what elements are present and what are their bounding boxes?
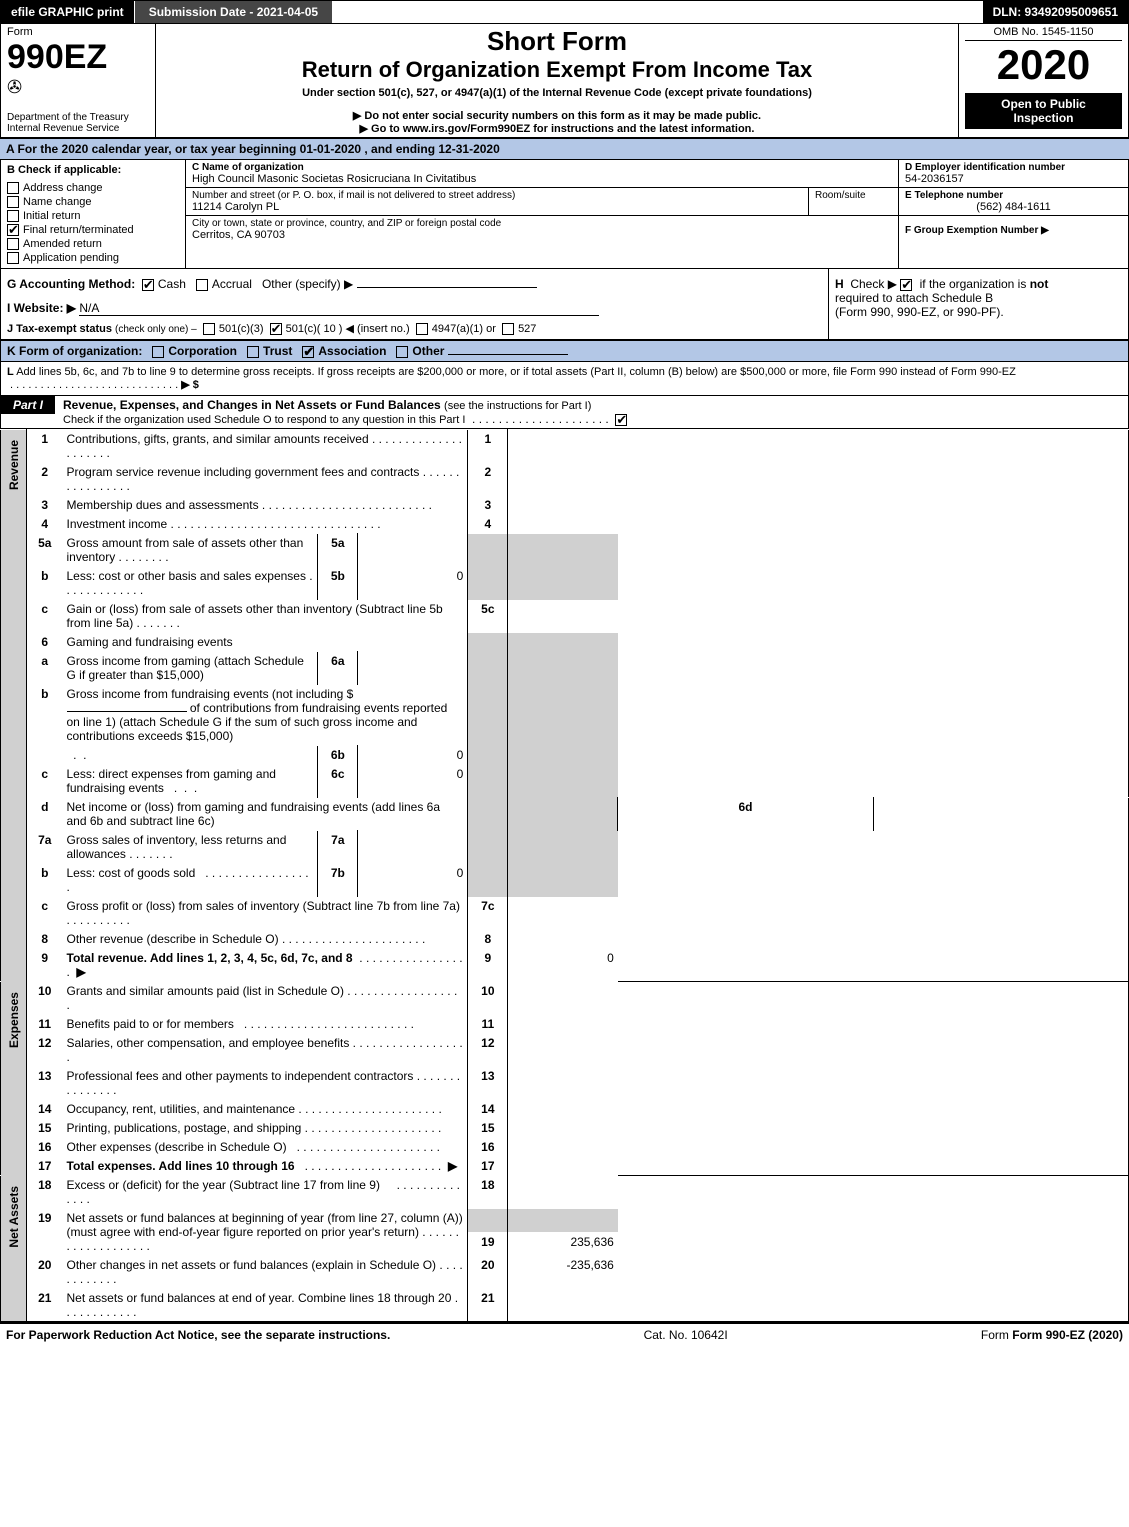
- line-h-label: H: [835, 277, 844, 291]
- short-form-title: Short Form: [162, 26, 952, 57]
- top-bar: efile GRAPHIC print Submission Date - 20…: [0, 0, 1129, 24]
- val-19: 235,636: [508, 1232, 618, 1256]
- open-to-public: Open to Public Inspection: [965, 93, 1122, 129]
- section-d-label: D Employer identification number: [905, 162, 1122, 173]
- val-3: [508, 496, 618, 515]
- val-12: [508, 1034, 618, 1067]
- instructions-link[interactable]: ▶ Go to www.irs.gov/Form990EZ for instru…: [162, 122, 952, 135]
- val-16: [508, 1138, 618, 1157]
- val-18: [508, 1176, 618, 1209]
- chk-cash[interactable]: [142, 279, 154, 291]
- val-21: [508, 1289, 618, 1322]
- dept-label: Department of the Treasury: [7, 112, 149, 123]
- val-10: [508, 982, 618, 1015]
- part-i-label: Part I: [1, 396, 55, 414]
- tax-period-bar: A For the 2020 calendar year, or tax yea…: [0, 138, 1129, 160]
- ssn-warning: ▶ Do not enter social security numbers o…: [162, 109, 952, 122]
- room-suite-label: Room/suite: [808, 188, 898, 215]
- org-name: High Council Masonic Societas Rosicrucia…: [192, 173, 892, 185]
- sidebar-revenue: Revenue: [5, 432, 23, 498]
- part-i-header: Part I Revenue, Expenses, and Changes in…: [0, 396, 1129, 429]
- efile-print-button[interactable]: efile GRAPHIC print: [1, 1, 135, 23]
- tax-year: 2020: [965, 41, 1122, 89]
- section-b-label: B Check if applicable:: [7, 164, 179, 176]
- val-5c: [508, 600, 618, 633]
- ein-value: 54-2036157: [905, 173, 1122, 185]
- chk-final-return[interactable]: Final return/terminated: [7, 222, 179, 236]
- identity-block: B Check if applicable: Address change Na…: [0, 160, 1129, 269]
- chk-name-change[interactable]: Name change: [7, 194, 179, 208]
- val-8: [508, 930, 618, 949]
- line-g-label: G Accounting Method:: [7, 277, 135, 291]
- chk-527[interactable]: [502, 323, 514, 335]
- val-5b: 0: [358, 567, 468, 600]
- part-i-table: Revenue 1 Contributions, gifts, grants, …: [0, 429, 1129, 1322]
- sidebar-net-assets: Net Assets: [5, 1178, 23, 1256]
- chk-application-pending[interactable]: Application pending: [7, 250, 179, 264]
- chk-501c3[interactable]: [203, 323, 215, 335]
- page-footer: For Paperwork Reduction Act Notice, see …: [0, 1322, 1129, 1346]
- val-7b: 0: [358, 864, 468, 897]
- section-e-label: E Telephone number: [905, 190, 1122, 201]
- sidebar-expenses: Expenses: [5, 984, 23, 1056]
- line-j-label: J Tax-exempt status: [7, 323, 112, 335]
- chk-association[interactable]: [302, 346, 314, 358]
- val-7c: [508, 897, 618, 930]
- street-value: 11214 Carolyn PL: [192, 201, 802, 213]
- val-5a: [358, 534, 468, 567]
- dln-label: DLN: 93492095009651: [983, 1, 1128, 23]
- telephone-value: (562) 484-1611: [905, 201, 1122, 213]
- street-label: Number and street (or P. O. box, if mail…: [192, 190, 802, 201]
- form-header: Form 990EZ ✇ Department of the Treasury …: [0, 24, 1129, 138]
- footer-catalog: Cat. No. 10642I: [644, 1328, 728, 1342]
- chk-schedule-o-used[interactable]: [615, 414, 627, 426]
- irs-label: Internal Revenue Service: [7, 123, 149, 134]
- chk-accrual[interactable]: [196, 279, 208, 291]
- chk-amended-return[interactable]: Amended return: [7, 236, 179, 250]
- val-2: [508, 463, 618, 496]
- footer-form-ref: Form Form 990-EZ (2020): [981, 1328, 1123, 1342]
- line-l-row: L Add lines 5b, 6c, and 7b to line 9 to …: [0, 362, 1129, 396]
- val-14: [508, 1100, 618, 1119]
- website-value: N/A: [79, 301, 599, 316]
- omb-number: OMB No. 1545-1150: [965, 26, 1122, 41]
- val-6c: 0: [358, 765, 468, 798]
- form-number: 990EZ: [7, 38, 149, 77]
- city-value: Cerritos, CA 90703: [192, 229, 892, 241]
- chk-501c[interactable]: [270, 323, 282, 335]
- val-4: [508, 515, 618, 534]
- val-6b: 0: [358, 746, 468, 765]
- form-word: Form: [7, 26, 149, 38]
- val-15: [508, 1119, 618, 1138]
- fundraising-contrib-input[interactable]: [67, 711, 187, 712]
- subtitle: Under section 501(c), 527, or 4947(a)(1)…: [162, 87, 952, 99]
- footer-left: For Paperwork Reduction Act Notice, see …: [6, 1328, 390, 1342]
- chk-address-change[interactable]: Address change: [7, 180, 179, 194]
- val-20: -235,636: [508, 1256, 618, 1289]
- other-method-input[interactable]: [357, 287, 537, 288]
- line-i-label: I Website: ▶: [7, 301, 76, 315]
- val-13: [508, 1067, 618, 1100]
- chk-schedule-b-not-required[interactable]: [900, 279, 912, 291]
- val-7a: [358, 831, 468, 864]
- val-11: [508, 1015, 618, 1034]
- val-9: 0: [508, 949, 618, 982]
- val-17: [508, 1157, 618, 1176]
- val-6a: [358, 652, 468, 685]
- val-1: [508, 430, 618, 463]
- chk-other-org[interactable]: [396, 346, 408, 358]
- chk-initial-return[interactable]: Initial return: [7, 208, 179, 222]
- main-title: Return of Organization Exempt From Incom…: [162, 57, 952, 83]
- chk-4947a1[interactable]: [416, 323, 428, 335]
- gh-row: G Accounting Method: Cash Accrual Other …: [0, 269, 1129, 340]
- section-f-label: F Group Exemption Number ▶: [905, 225, 1049, 236]
- section-c-label: C Name of organization: [192, 162, 892, 173]
- chk-trust[interactable]: [247, 346, 259, 358]
- line-k-row: K Form of organization: Corporation Trus…: [0, 340, 1129, 362]
- other-org-input[interactable]: [448, 354, 568, 355]
- city-label: City or town, state or province, country…: [192, 218, 892, 229]
- val-6d: [873, 798, 1128, 831]
- submission-date: Submission Date - 2021-04-05: [135, 1, 332, 23]
- chk-corp[interactable]: [152, 346, 164, 358]
